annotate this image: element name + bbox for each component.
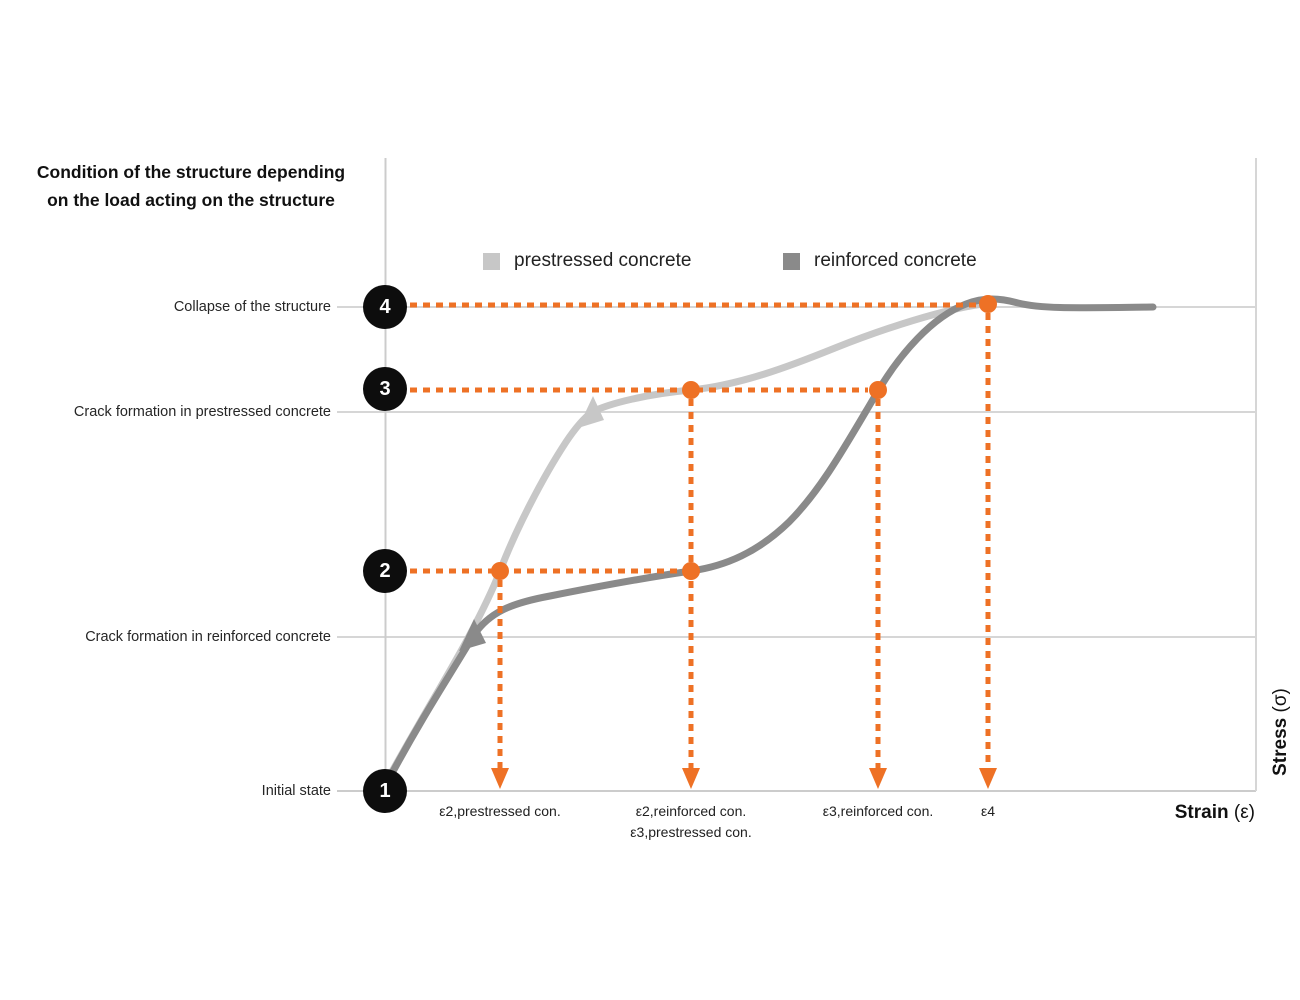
marker-dot-e2-reinforced [682, 562, 700, 580]
y-label-initial-state: Initial state [261, 783, 331, 799]
marker-dot-e4-collapse [979, 295, 997, 313]
chart-title-line1: Condition of the structure depending [36, 162, 346, 182]
reinforced-curve [386, 295, 1157, 781]
y-label-collapse: Collapse of the structure [173, 299, 331, 315]
chart-title-line2: on the load acting on the structure [47, 190, 335, 210]
legend-item-reinforced: reinforced concrete [783, 250, 977, 272]
y-label-crack-prestressed: Crack formation in prestressed concrete [73, 404, 331, 420]
stage-2-badge: 2 [363, 549, 407, 593]
tick-e3-prestressed: ε3,prestressed con. [630, 824, 752, 840]
tick-e3-reinforced: ε3,reinforced con. [822, 803, 934, 819]
arrowhead-e4 [979, 768, 997, 789]
strain-axis-title: Strain (ε) [1175, 802, 1255, 824]
arrowhead-e2-reinforced [682, 768, 700, 789]
prestressed-swatch-icon [483, 252, 500, 270]
stress-axis-symbol: (σ) [1270, 688, 1291, 713]
stage-3-badge: 3 [363, 367, 407, 411]
reinforced-crack-kink-marker [459, 619, 486, 651]
arrowhead-e2-prestressed [491, 768, 509, 789]
strain-axis-symbol: (ε) [1233, 802, 1255, 823]
tick-e2-prestressed: ε2,prestressed con. [439, 803, 561, 819]
stress-axis-word: Stress [1270, 717, 1291, 776]
arrowhead-e3-reinforced [869, 768, 887, 789]
tick-e4: ε4 [980, 803, 996, 819]
legend-label-reinforced: reinforced concrete [814, 250, 977, 271]
stage-1-badge: 1 [363, 769, 407, 813]
legend-label-prestressed: prestressed concrete [514, 250, 692, 271]
marker-dot-e3-reinforced [869, 381, 887, 399]
tick-e2-reinforced: ε2,reinforced con. [635, 803, 747, 819]
strain-axis-word: Strain [1174, 802, 1229, 823]
prestressed-curve [385, 300, 987, 781]
chart-title: Condition of the structure depending on … [10, 158, 372, 214]
legend-item-prestressed: prestressed concrete [483, 250, 691, 272]
stress-axis-title: Stress (σ) [1270, 672, 1292, 792]
y-label-crack-reinforced: Crack formation in reinforced concrete [85, 629, 331, 645]
reinforced-swatch-icon [783, 252, 800, 270]
prestressed-crack-kink-marker [578, 396, 604, 428]
marker-dot-e2-prestressed [491, 562, 509, 580]
stage-4-badge: 4 [363, 285, 407, 329]
marker-dot-e3-prestressed [682, 381, 700, 399]
